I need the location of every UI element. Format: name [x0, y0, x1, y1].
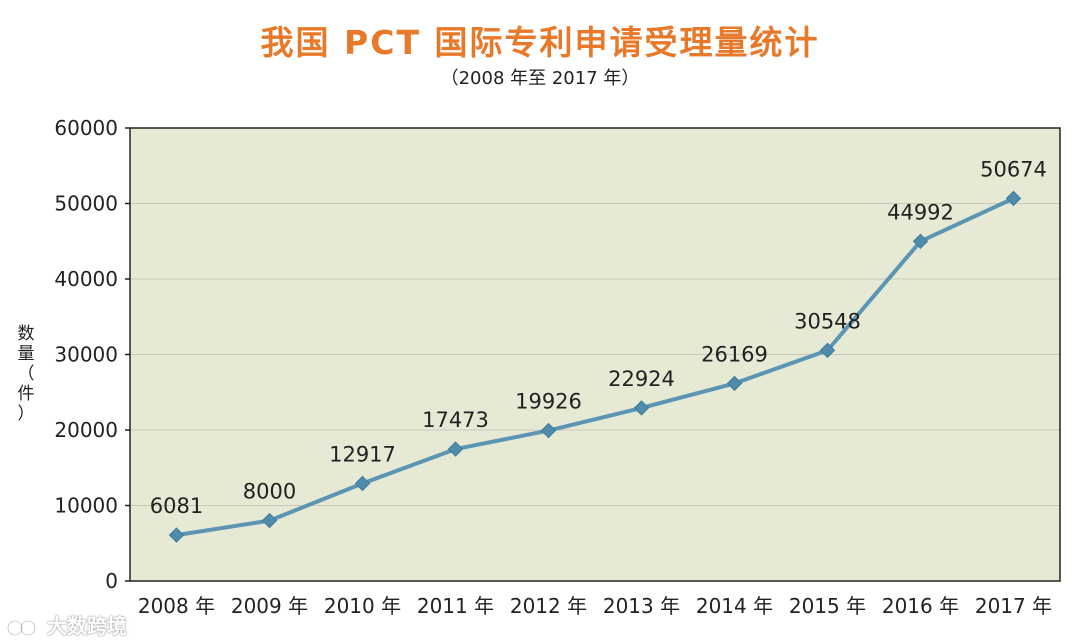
y-axis-label-char: 量: [17, 344, 35, 364]
data-label: 6081: [150, 494, 203, 518]
watermark: 大数跨境: [6, 610, 127, 639]
y-tick-label: 30000: [54, 343, 118, 367]
y-tick-label: 40000: [54, 267, 118, 291]
x-tick-label: 2017 年: [975, 594, 1052, 618]
data-point-marker: [168, 527, 185, 543]
y-tick-label: 0: [105, 569, 118, 593]
logo-icon: [6, 619, 37, 636]
data-label: 50674: [980, 157, 1047, 181]
data-point-marker: [1005, 190, 1022, 207]
data-point-marker: [354, 475, 371, 492]
chart-subtitle: （2008 年至 2017 年）: [440, 68, 640, 89]
series-line: [176, 196, 1015, 538]
x-tick-label: 2010 年: [324, 594, 401, 618]
x-tick-label: 2009 年: [231, 594, 308, 618]
x-tick-label: 2016 年: [882, 594, 959, 618]
data-label: 22924: [608, 367, 675, 391]
data-label: 12917: [329, 442, 396, 466]
y-axis-label-char: ）: [17, 404, 35, 424]
x-tick-label: 2011 年: [417, 594, 494, 618]
watermark-text: 大数跨境: [46, 614, 127, 638]
data-label: 26169: [701, 342, 768, 366]
data-label: 17473: [422, 408, 489, 432]
y-tick-label: 20000: [54, 418, 118, 442]
y-tick-label: 60000: [54, 116, 118, 140]
data-label: 44992: [887, 200, 954, 224]
x-tick-label: 2012 年: [510, 594, 587, 618]
y-axis-label-char: 数: [17, 324, 35, 344]
y-tick-label: 50000: [54, 192, 118, 216]
data-point-marker: [726, 375, 743, 392]
chart-title: 我国 PCT 国际专利申请受理量统计: [260, 23, 820, 62]
data-label: 30548: [794, 309, 861, 333]
data-point-marker: [819, 342, 836, 359]
data-label: 8000: [243, 480, 296, 504]
data-point-marker: [912, 233, 929, 250]
x-tick-label: 2013 年: [603, 594, 680, 618]
x-tick-label: 2014 年: [696, 594, 773, 618]
y-axis-label-char: （: [17, 364, 35, 384]
y-axis-label-char: 件: [17, 384, 35, 404]
data-point-marker: [261, 512, 278, 529]
data-point-marker: [540, 422, 557, 439]
data-point-marker: [633, 400, 650, 416]
y-tick-label: 10000: [54, 494, 118, 518]
y-axis-label: 数 量 （ 件 ）: [14, 324, 38, 424]
data-label: 19926: [515, 390, 582, 414]
x-tick-label: 2015 年: [789, 594, 866, 618]
data-point-marker: [447, 441, 464, 457]
x-tick-label: 2008 年: [138, 594, 215, 618]
